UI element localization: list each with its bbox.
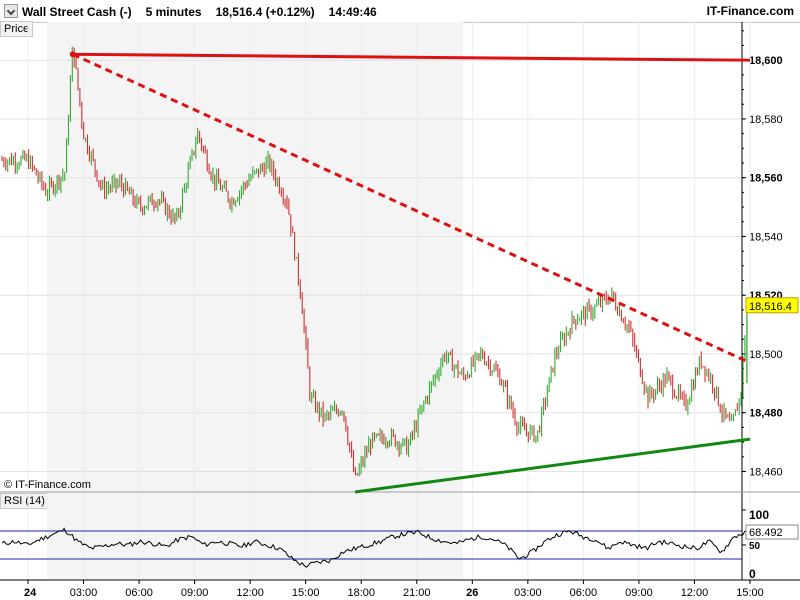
time-tick-label: 03:00	[70, 587, 98, 599]
timeframe-label[interactable]: 5 minutes	[145, 5, 202, 19]
rsi-tick-label: 50	[749, 541, 761, 552]
clock-time: 14:49:46	[328, 5, 377, 19]
price-tick-label: 18,500	[749, 349, 783, 361]
ascending-support-line	[354, 437, 751, 494]
rsi-tick-label: 100	[749, 508, 769, 522]
time-tick-label: 12:00	[236, 587, 264, 599]
time-tick-label: 24	[24, 587, 37, 599]
price-tick-label: 18,560	[749, 173, 783, 185]
time-tick-label: 12:00	[681, 587, 709, 599]
resistance-horizontal-line	[72, 52, 751, 62]
last-price-badge-text: 18,516.4	[749, 301, 792, 313]
watermark-text: © IT-Finance.com	[4, 479, 91, 491]
rsi-value-badge	[745, 524, 799, 540]
last-price-change: 18,516.4 (+0.12%)	[215, 5, 315, 19]
trendline-anchor-dot	[69, 51, 76, 58]
brand-name: IT-Finance.com	[706, 4, 794, 18]
price-panel-label: Price	[0, 21, 34, 37]
chart-menu-icon[interactable]	[4, 4, 18, 18]
last-price-badge	[745, 297, 799, 314]
time-tick-label: 09:00	[181, 587, 209, 599]
chart-header: Wall Street Cash (-) 5 minutes 18,516.4 (+…	[0, 0, 800, 23]
candles-group	[1, 46, 746, 477]
time-tick-label: 03:00	[514, 587, 542, 599]
time-tick-label: 15:00	[736, 587, 764, 599]
time-tick-label: 21:00	[403, 587, 431, 599]
time-tick-label: 26	[466, 587, 478, 599]
time-tick-label: 09:00	[625, 587, 653, 599]
price-tick-label: 18,480	[749, 408, 783, 420]
time-tick-label: 18:00	[347, 587, 375, 599]
instrument-name: Wall Street Cash (-)	[22, 5, 132, 19]
price-tick-label: 18,580	[749, 114, 783, 126]
time-tick-label: 06:00	[570, 587, 598, 599]
descending-resistance-line	[72, 52, 751, 365]
rsi-value-badge-text: 68.492	[749, 527, 783, 539]
session-shade-rsi	[47, 493, 463, 579]
price-tick-label: 18,460	[749, 466, 783, 478]
rsi-tick-label: 0	[749, 567, 756, 581]
price-tick-label: 18,540	[749, 231, 783, 243]
rsi-line	[1, 527, 748, 568]
time-tick-label: 15:00	[292, 587, 320, 599]
time-tick-label: 06:00	[125, 587, 153, 599]
price-tick-label: 18,600	[749, 55, 783, 67]
session-shade	[47, 22, 463, 492]
